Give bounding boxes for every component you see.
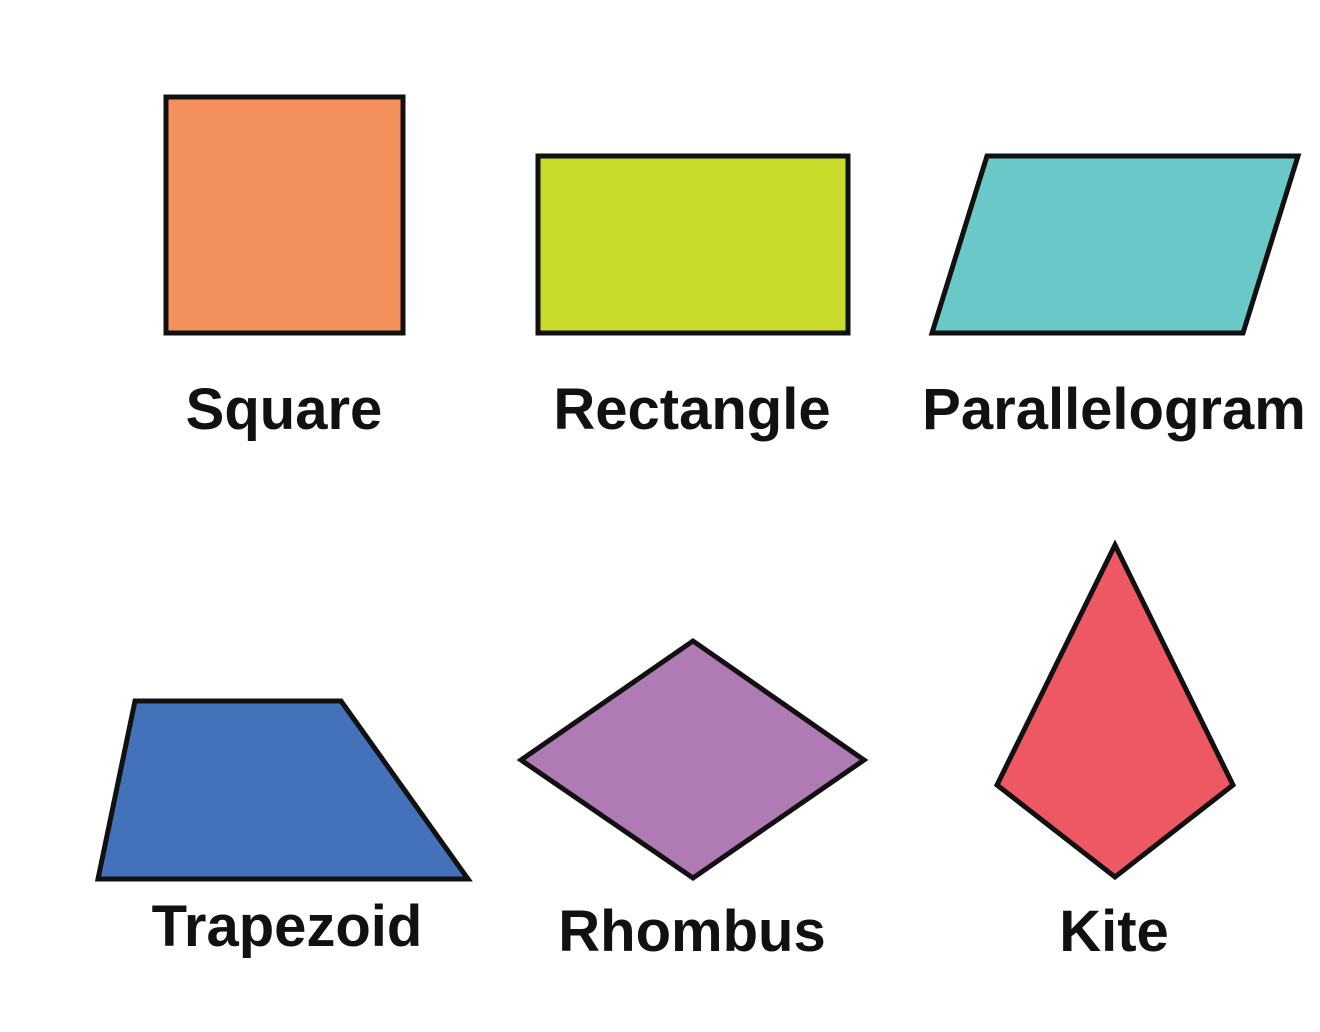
kite-label: Kite (1059, 899, 1169, 964)
parallelogram-label: Parallelogram (922, 377, 1306, 442)
trapezoid-label: Trapezoid (151, 894, 423, 959)
rhombus-label: Rhombus (558, 899, 826, 964)
square-shape (163, 94, 406, 336)
rectangle-label: Rectangle (553, 377, 831, 442)
trapezoid-shape (94, 698, 473, 882)
parallelogram-shape (928, 153, 1302, 336)
square-label: Square (185, 377, 383, 442)
rectangle-shape (535, 153, 851, 336)
rhombus-shape (516, 637, 869, 882)
kite-shape (993, 539, 1237, 881)
